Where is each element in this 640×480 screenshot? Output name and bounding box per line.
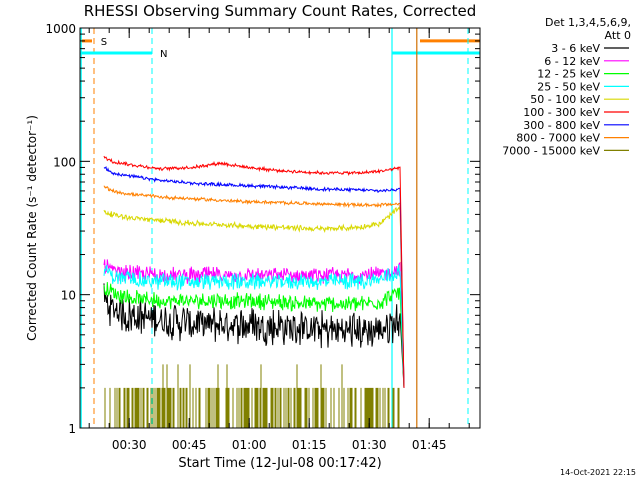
series-3-6-kev <box>103 283 405 388</box>
axes: 1 10 100 1000 00:30 00:45 01:00 01:15 01:30 01:45 <box>45 22 481 452</box>
series-300-800-kev <box>103 166 405 388</box>
night-label: N <box>160 49 167 60</box>
series-25-50-kev <box>103 264 405 388</box>
legend-label: 7000 - 15000 keV <box>502 144 600 157</box>
series-100-300-kev <box>103 155 405 388</box>
x-tick-label: 01:30 <box>352 438 387 452</box>
x-tick-label: 01:45 <box>412 438 447 452</box>
series-800-7000-kev <box>103 185 405 388</box>
legend-label: 100 - 300 keV <box>523 106 600 119</box>
series-12-25-kev <box>103 282 405 388</box>
legend-label: 25 - 50 keV <box>537 80 600 93</box>
y-tick-label: 1000 <box>45 22 76 36</box>
legend-header-detectors: Det 1,3,4,5,6,9, <box>545 16 631 29</box>
series-7000-15000-kev <box>104 364 400 428</box>
x-tick-label: 01:00 <box>232 438 267 452</box>
x-axis-label: Start Time (12-Jul-08 00:17:42) <box>178 456 381 471</box>
attenuator-label: S <box>101 37 107 48</box>
x-tick-label: 01:15 <box>292 438 327 452</box>
plot-frame <box>79 27 481 429</box>
legend-label: 800 - 7000 keV <box>516 132 600 145</box>
series-50-100-kev <box>103 204 405 388</box>
y-tick-label: 10 <box>61 289 76 303</box>
y-axis-label: Corrected Count Rate (s⁻¹ detector⁻¹) <box>25 115 39 341</box>
legend-label: 300 - 800 keV <box>523 119 600 132</box>
legend-header-attenuator: Att 0 <box>605 29 631 42</box>
chart-title: RHESSI Observing Summary Count Rates, Co… <box>84 2 477 20</box>
legend-label: 50 - 100 keV <box>530 93 600 106</box>
y-tick-label: 100 <box>53 155 76 169</box>
footer-timestamp: 14-Oct-2021 22:15 <box>560 468 636 477</box>
plot-area: SN <box>80 28 480 428</box>
x-tick-label: 00:30 <box>112 438 147 452</box>
x-tick-label: 00:45 <box>172 438 207 452</box>
y-tick-label: 1 <box>68 422 76 436</box>
legend-label: 6 - 12 keV <box>544 55 600 68</box>
legend-label: 3 - 6 keV <box>551 42 600 55</box>
legend-label: 12 - 25 keV <box>537 68 600 81</box>
